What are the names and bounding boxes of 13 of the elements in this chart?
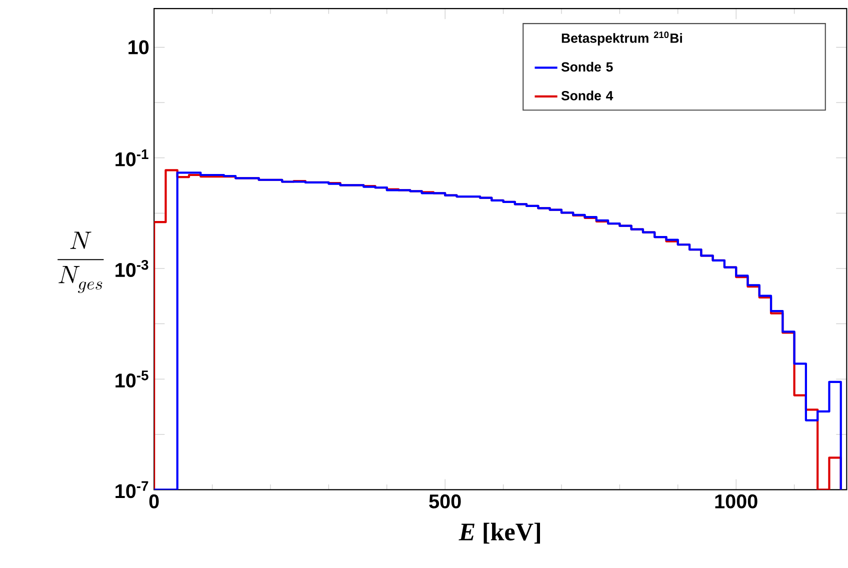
y-tick-label: 10 bbox=[128, 40, 149, 54]
x-axis-title: E [keV] bbox=[458, 522, 540, 544]
y-axis-title: $\frac{N}{N_{ges}}$ bbox=[58, 232, 104, 293]
y-tick-label: 10$^{-1}$ bbox=[116, 149, 148, 166]
y-tick-label: 10$^{-5}$ bbox=[116, 370, 148, 388]
y-tick-label: 10$^{-3}$ bbox=[116, 260, 148, 277]
legend-title: Betaspektrum $^{210}$Bi bbox=[562, 31, 682, 46]
legend-label: Sonde 5 bbox=[561, 62, 613, 72]
x-tick-label: 0 bbox=[149, 494, 159, 508]
x-tick-label: 500 bbox=[429, 494, 461, 508]
x-tick-label: 1000 bbox=[715, 494, 758, 508]
legend-label: Sonde 4 bbox=[561, 90, 614, 100]
y-tick-label: 10$^{-7}$ bbox=[116, 481, 148, 498]
